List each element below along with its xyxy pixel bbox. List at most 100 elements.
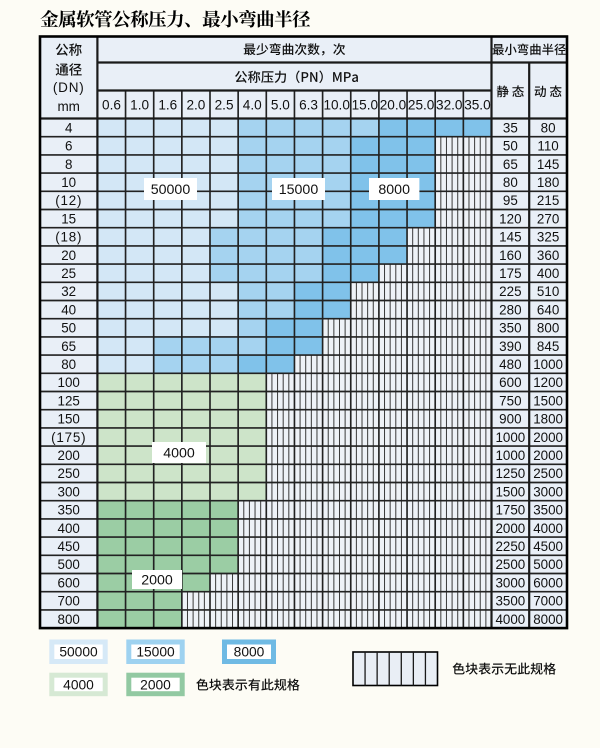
svg-text:95: 95 [503,193,518,208]
svg-text:6.3: 6.3 [299,98,318,113]
svg-text:900: 900 [499,412,521,427]
svg-text:mm: mm [57,99,80,114]
svg-text:4: 4 [65,120,73,135]
svg-text:1000: 1000 [533,357,563,372]
svg-text:400: 400 [537,266,559,281]
svg-text:2000: 2000 [141,573,173,589]
svg-text:215: 215 [537,193,559,208]
svg-text:350: 350 [58,503,80,518]
svg-text:2000: 2000 [533,448,563,463]
svg-text:2.0: 2.0 [186,98,205,113]
svg-text:3500: 3500 [495,594,525,609]
svg-text:1000: 1000 [495,430,525,445]
svg-text:15: 15 [61,211,76,226]
svg-text:40: 40 [61,302,76,317]
svg-text:10.0: 10.0 [323,98,350,113]
svg-text:4000: 4000 [495,612,525,627]
svg-text:1250: 1250 [495,466,525,481]
svg-text:80: 80 [61,357,76,372]
svg-text:5.0: 5.0 [271,98,290,113]
svg-text:125: 125 [58,393,80,408]
svg-text:4.0: 4.0 [243,98,262,113]
svg-text:4000: 4000 [163,446,195,462]
svg-text:32.0: 32.0 [436,98,463,113]
svg-text:35: 35 [503,120,518,135]
svg-text:2000: 2000 [533,430,563,445]
svg-text:1200: 1200 [533,375,563,390]
svg-text:2000: 2000 [140,677,171,692]
svg-text:15000: 15000 [279,182,319,198]
svg-text:3500: 3500 [533,503,563,518]
svg-text:360: 360 [537,248,559,263]
svg-text:640: 640 [537,302,559,317]
svg-text:225: 225 [499,284,521,299]
svg-text:510: 510 [537,284,559,299]
svg-text:325: 325 [537,230,559,245]
svg-text:160: 160 [499,248,521,263]
svg-text:20: 20 [61,248,76,263]
svg-text:480: 480 [499,357,521,372]
svg-text:50: 50 [61,321,76,336]
svg-text:1.6: 1.6 [158,98,177,113]
svg-text:15000: 15000 [136,645,175,660]
svg-text:8: 8 [65,157,72,172]
svg-text:2.5: 2.5 [215,98,234,113]
svg-text:(12): (12) [55,193,82,208]
svg-text:65: 65 [61,339,76,354]
svg-text:700: 700 [58,594,80,609]
svg-text:1000: 1000 [495,448,525,463]
svg-text:800: 800 [58,612,80,627]
svg-text:200: 200 [58,448,80,463]
svg-text:80: 80 [503,175,518,190]
svg-text:35.0: 35.0 [464,98,491,113]
svg-text:2500: 2500 [533,466,563,481]
svg-text:6: 6 [65,139,72,154]
svg-text:450: 450 [58,539,80,554]
svg-text:7000: 7000 [533,594,563,609]
svg-text:2250: 2250 [495,539,525,554]
svg-text:180: 180 [537,175,559,190]
svg-text:350: 350 [499,321,521,336]
svg-text:800: 800 [537,321,559,336]
svg-text:25: 25 [61,266,76,281]
svg-text:50000: 50000 [151,182,191,198]
svg-text:145: 145 [499,230,521,245]
svg-text:600: 600 [58,575,80,590]
svg-text:6000: 6000 [533,575,563,590]
svg-text:175: 175 [499,266,521,281]
svg-text:5000: 5000 [533,557,563,572]
svg-text:8000: 8000 [234,645,265,660]
svg-text:750: 750 [499,393,521,408]
svg-text:4000: 4000 [533,521,563,536]
svg-text:20.0: 20.0 [380,98,407,113]
svg-text:3000: 3000 [533,484,563,499]
svg-text:390: 390 [499,339,521,354]
svg-text:1750: 1750 [495,503,525,518]
svg-text:845: 845 [537,339,559,354]
svg-text:(175): (175) [51,430,86,445]
svg-text:(DN): (DN) [53,80,85,95]
svg-text:50000: 50000 [59,645,98,660]
svg-text:280: 280 [499,302,521,317]
svg-text:400: 400 [58,521,80,536]
svg-text:250: 250 [58,466,80,481]
svg-text:50: 50 [503,139,518,154]
svg-text:270: 270 [537,211,559,226]
svg-text:8000: 8000 [378,182,410,198]
svg-text:1.0: 1.0 [130,98,149,113]
svg-text:1500: 1500 [495,484,525,499]
svg-text:150: 150 [58,412,80,427]
svg-text:8000: 8000 [533,612,563,627]
svg-text:2500: 2500 [495,557,525,572]
svg-text:4000: 4000 [63,677,94,692]
svg-text:0.6: 0.6 [102,98,121,113]
svg-text:25.0: 25.0 [408,98,435,113]
svg-text:2000: 2000 [495,521,525,536]
svg-text:1500: 1500 [533,393,563,408]
svg-text:65: 65 [503,157,518,172]
svg-text:80: 80 [541,120,556,135]
svg-text:32: 32 [61,284,76,299]
svg-text:145: 145 [537,157,559,172]
svg-text:10: 10 [61,175,76,190]
svg-text:100: 100 [58,375,80,390]
